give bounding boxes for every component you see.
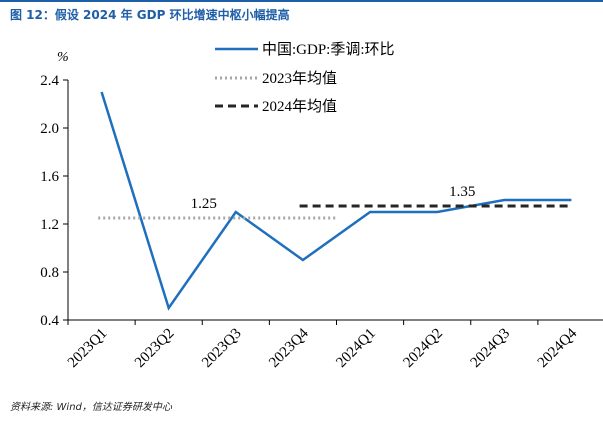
x-tick-label: 2023Q2 [132,326,177,371]
figure-title: 图 12：假设 2024 年 GDP 环比增速中枢小幅提高 [10,8,290,22]
y-tick-label: 2.4 [40,73,59,89]
x-tick-label: 2023Q3 [199,326,244,371]
x-tick-label: 2024Q3 [468,326,513,371]
x-tick-label: 2023Q1 [65,326,110,371]
x-tick-label: 2023Q4 [266,325,312,371]
source-note: 资料来源: Wind，信达证券研发中心 [10,402,172,413]
y-tick-label: 2.0 [40,121,59,137]
legend-label-3: 2024年均值 [262,98,337,115]
y-tick-label: 1.6 [40,169,59,185]
x-tick-label: 2024Q2 [401,326,446,371]
legend-label-2: 2023年均值 [262,70,337,87]
legend-label-1: 中国:GDP:季调:环比 [262,41,395,58]
series-line-1 [100,91,572,311]
x-tick-label: 2024Q1 [333,326,378,371]
y-tick-label: 0.8 [40,265,59,281]
y-tick-label: 0.4 [40,313,59,329]
value-annotation: 1.35 [449,184,475,200]
y-tick-label: 1.2 [40,217,59,233]
value-annotation: 1.25 [191,196,217,212]
x-tick-label: 2024Q4 [535,325,581,371]
top-rule [0,0,603,2]
y-unit-label: % [57,50,69,65]
